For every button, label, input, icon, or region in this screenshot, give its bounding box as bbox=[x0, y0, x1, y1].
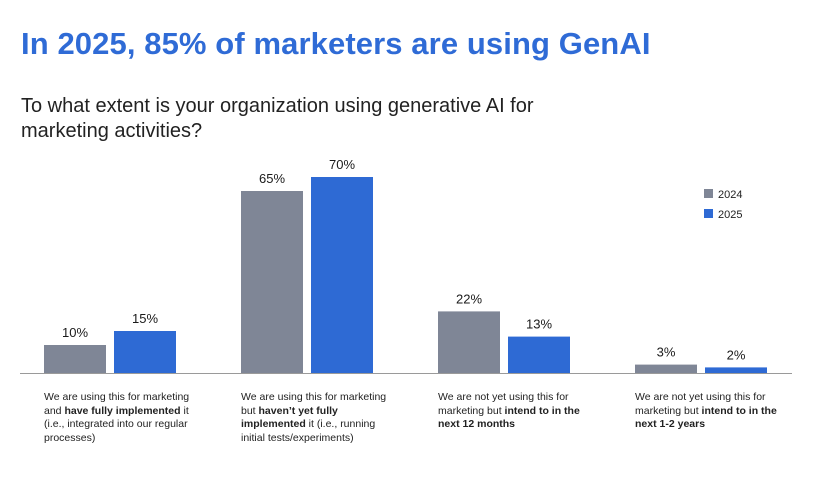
legend-label-2024: 2024 bbox=[718, 189, 742, 201]
data-label-2024-cat1: 10% bbox=[62, 325, 88, 340]
data-label-2025-cat4: 2% bbox=[727, 347, 746, 362]
category-label-text: We are using this for marketing and bbox=[44, 391, 190, 417]
data-label-2025-cat2: 70% bbox=[329, 157, 355, 172]
bar-2024-cat4 bbox=[635, 364, 697, 373]
chart-subtitle: To what extent is your organization usin… bbox=[21, 95, 534, 142]
data-label-2025-cat1: 15% bbox=[132, 311, 158, 326]
legend-swatch-2025 bbox=[704, 209, 713, 218]
bar-2025-cat3 bbox=[508, 336, 570, 373]
bar-2024-cat1 bbox=[44, 345, 106, 373]
category-label-3: We are not yet using this for marketing … bbox=[438, 391, 588, 432]
data-label-2024-cat2: 65% bbox=[259, 171, 285, 186]
category-label-2: We are using this for marketing but have… bbox=[241, 391, 391, 445]
category-label-4: We are not yet using this for marketing … bbox=[635, 391, 785, 432]
bar-2024-cat2 bbox=[241, 191, 303, 373]
category-label-text: We are not yet using this for marketing … bbox=[438, 391, 569, 417]
category-label-text: it (i.e., integrated into our regular pr… bbox=[44, 404, 189, 444]
data-label-2024-cat3: 22% bbox=[456, 291, 482, 306]
category-label-emphasis: haven’t yet fully implemented bbox=[241, 404, 338, 431]
data-label-2024-cat4: 3% bbox=[657, 345, 676, 360]
bar-2025-cat4 bbox=[705, 367, 767, 373]
bar-2025-cat2 bbox=[311, 177, 373, 373]
category-label-text: it (i.e., running initial tests/experime… bbox=[241, 418, 376, 444]
category-label-text: We are using this for marketing but bbox=[241, 391, 387, 417]
bar-2024-cat3 bbox=[438, 311, 500, 373]
chart-title: In 2025, 85% of marketers are using GenA… bbox=[21, 26, 651, 61]
category-label-text: We are not yet using this for marketing … bbox=[635, 391, 766, 417]
legend-swatch-2024 bbox=[704, 189, 713, 198]
bar-2025-cat1 bbox=[114, 331, 176, 373]
category-label-emphasis: have fully implemented bbox=[64, 404, 181, 417]
category-label-1: We are using this for marketing and have… bbox=[44, 391, 194, 445]
category-label-emphasis: intend to in the next 12 months bbox=[438, 404, 580, 431]
legend-label-2025: 2025 bbox=[718, 209, 742, 221]
data-label-2025-cat3: 13% bbox=[526, 317, 552, 332]
category-label-emphasis: intend to in the next 1-2 years bbox=[635, 404, 777, 431]
